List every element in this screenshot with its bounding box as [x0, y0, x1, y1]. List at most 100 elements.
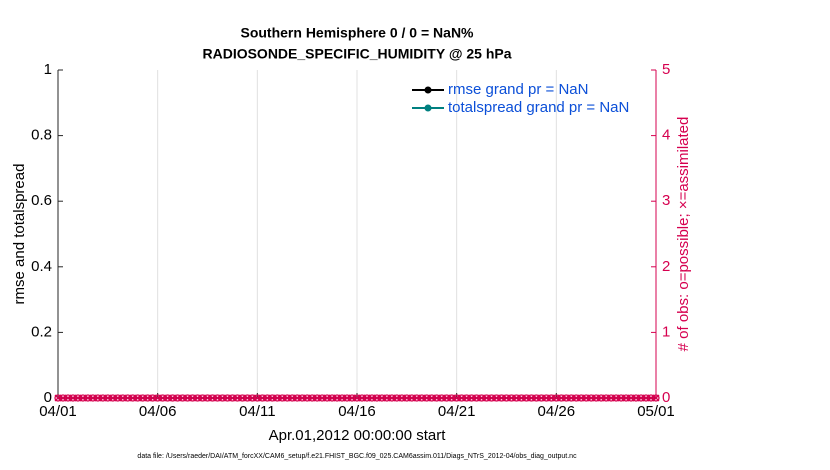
obs-assimilated-marker: [278, 394, 286, 402]
obs-possible-marker: [223, 394, 232, 402]
obs-assimilated-marker: [109, 394, 117, 402]
obs-assimilated-marker: [129, 394, 137, 402]
obs-assimilated-marker: [388, 394, 396, 402]
obs-possible-marker: [283, 394, 291, 402]
obs-possible-marker: [99, 394, 107, 402]
obs-possible-marker: [144, 394, 152, 402]
obs-possible-marker: [208, 394, 217, 402]
obs-assimilated-marker: [423, 394, 431, 402]
obs-assimilated-marker: [343, 394, 351, 402]
obs-assimilated-marker: [522, 394, 530, 402]
obs-assimilated-marker: [473, 394, 481, 402]
obs-assimilated-marker: [562, 394, 570, 402]
obs-assimilated-marker: [468, 394, 476, 402]
x-tick-label: 04/21: [438, 403, 476, 420]
y2-tick-label: 5: [662, 61, 670, 78]
obs-possible-marker: [198, 394, 207, 402]
obs-possible-marker: [348, 394, 356, 402]
y-tick-label: 0.8: [31, 127, 52, 144]
obs-assimilated-marker: [592, 394, 600, 402]
obs-possible-marker: [547, 394, 555, 402]
obs-assimilated-marker: [74, 394, 82, 402]
obs-possible-marker: [577, 394, 585, 402]
obs-assimilated-marker: [204, 394, 211, 402]
obs-possible-marker: [168, 394, 177, 402]
obs-assimilated-marker: [508, 394, 515, 402]
obs-assimilated-marker: [189, 394, 197, 402]
obs-assimilated-marker: [209, 394, 216, 402]
obs-assimilated-marker: [119, 394, 127, 402]
obs-assimilated-marker: [144, 394, 152, 402]
obs-possible-marker: [517, 394, 526, 402]
obs-assimilated-marker: [617, 394, 625, 402]
obs-assimilated-marker: [517, 394, 525, 402]
obs-assimilated-marker: [99, 394, 107, 402]
obs-possible-marker: [398, 394, 406, 402]
obs-possible-marker: [632, 394, 640, 402]
obs-assimilated-marker: [243, 394, 251, 402]
obs-assimilated-marker: [154, 394, 162, 402]
obs-assimilated-marker: [179, 394, 187, 402]
obs-possible-marker: [512, 394, 521, 402]
obs-assimilated-marker: [483, 394, 491, 402]
obs-possible-marker: [183, 394, 192, 402]
obs-assimilated-marker: [453, 394, 461, 402]
obs-assimilated-marker: [642, 394, 650, 402]
obs-possible-marker: [353, 394, 361, 402]
obs-possible-marker: [193, 394, 202, 402]
obs-assimilated-marker: [164, 394, 172, 402]
obs-possible-marker: [303, 394, 311, 402]
obs-assimilated-marker: [199, 394, 206, 402]
obs-assimilated-marker: [268, 394, 276, 402]
obs-possible-marker: [139, 394, 147, 402]
obs-possible-marker: [328, 394, 336, 402]
obs-assimilated-marker: [288, 394, 296, 402]
obs-assimilated-marker: [448, 394, 456, 402]
obs-assimilated-marker: [542, 394, 550, 402]
obs-possible-marker: [114, 394, 122, 402]
footnote: data file: /Users/raeder/DAI/ATM_forcXX/…: [137, 453, 577, 460]
obs-possible-marker: [567, 394, 575, 402]
obs-assimilated-marker: [368, 394, 376, 402]
y-tick-label: 1: [44, 61, 52, 78]
obs-possible-marker: [298, 394, 306, 402]
obs-possible-marker: [59, 394, 67, 402]
obs-possible-marker: [268, 394, 276, 402]
obs-assimilated-marker: [577, 394, 585, 402]
obs-assimilated-marker: [174, 394, 182, 402]
obs-assimilated-marker: [104, 394, 112, 402]
obs-possible-marker: [393, 394, 401, 402]
obs-assimilated-marker: [233, 394, 241, 402]
obs-possible-marker: [104, 394, 112, 402]
obs-possible-marker: [617, 394, 625, 402]
obs-possible-marker: [273, 394, 281, 402]
obs-possible-marker: [418, 394, 426, 402]
obs-possible-marker: [647, 394, 655, 402]
obs-assimilated-marker: [408, 394, 416, 402]
obs-assimilated-marker: [493, 394, 500, 402]
obs-assimilated-marker: [627, 394, 635, 402]
obs-assimilated-marker: [84, 394, 92, 402]
obs-assimilated-marker: [134, 394, 142, 402]
obs-assimilated-marker: [443, 394, 451, 402]
obs-possible-marker: [462, 394, 471, 402]
obs-assimilated-marker: [228, 394, 236, 402]
obs-assimilated-marker: [114, 394, 122, 402]
x-tick-label: 04/26: [538, 403, 576, 420]
obs-possible-marker: [124, 394, 132, 402]
obs-possible-marker: [592, 394, 600, 402]
obs-assimilated-marker: [214, 394, 221, 402]
obs-assimilated-marker: [398, 394, 406, 402]
obs-assimilated-marker: [403, 394, 411, 402]
obs-assimilated-marker: [632, 394, 640, 402]
obs-assimilated-marker: [597, 394, 605, 402]
obs-assimilated-marker: [478, 394, 486, 402]
obs-assimilated-marker: [94, 394, 102, 402]
y-tick-label: 0.6: [31, 192, 52, 209]
obs-possible-marker: [368, 394, 376, 402]
x-tick-label: 04/16: [338, 403, 376, 420]
obs-assimilated-marker: [273, 394, 281, 402]
obs-assimilated-marker: [159, 394, 167, 402]
obs-assimilated-marker: [303, 394, 311, 402]
y-tick-label: 0.4: [31, 258, 52, 275]
